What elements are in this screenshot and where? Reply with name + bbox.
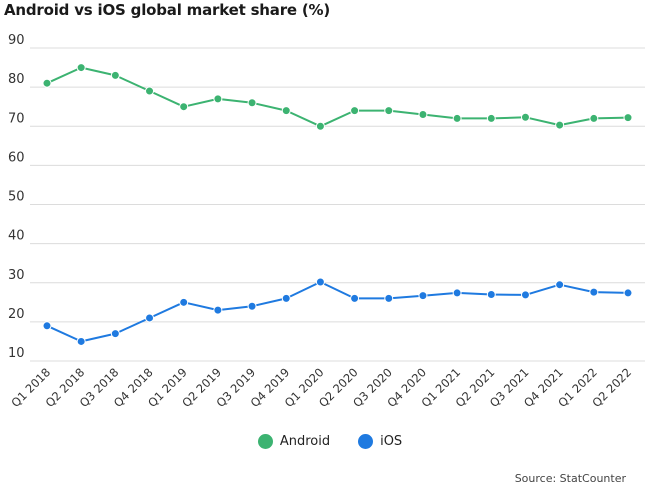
data-point-android[interactable]	[76, 63, 86, 73]
series-line-ios	[46, 281, 629, 343]
legend-label-android: Android	[279, 434, 331, 449]
data-point-android[interactable]	[623, 113, 633, 123]
data-point-android[interactable]	[281, 106, 291, 116]
data-point-ios[interactable]	[76, 336, 86, 346]
data-point-android[interactable]	[145, 86, 155, 96]
legend-label-ios: iOS	[380, 434, 403, 449]
y-axis-ticks: 10 20 30 40 50 60 70 80 90	[8, 33, 25, 361]
y-tick-label: 10	[8, 346, 25, 361]
data-point-ios[interactable]	[486, 289, 496, 299]
y-tick-label: 30	[8, 268, 25, 283]
data-point-ios[interactable]	[589, 287, 599, 297]
data-point-ios[interactable]	[350, 293, 360, 303]
data-point-ios[interactable]	[213, 305, 223, 315]
data-point-android[interactable]	[42, 78, 52, 88]
data-point-ios[interactable]	[384, 293, 394, 303]
legend-swatch-ios	[358, 434, 374, 449]
data-point-android[interactable]	[110, 70, 120, 80]
data-point-android[interactable]	[520, 112, 530, 122]
legend-item-ios[interactable]: iOS	[358, 434, 402, 449]
data-point-android[interactable]	[350, 106, 360, 116]
series-ios	[42, 277, 633, 346]
data-point-android[interactable]	[179, 102, 189, 112]
data-point-android[interactable]	[486, 113, 496, 123]
data-point-android[interactable]	[589, 113, 599, 123]
y-tick-label: 60	[8, 150, 25, 165]
series-line-android	[46, 66, 629, 128]
legend: Android iOS	[0, 434, 660, 449]
series-android	[42, 63, 633, 131]
data-point-android[interactable]	[315, 121, 325, 131]
data-point-ios[interactable]	[520, 290, 530, 300]
data-point-ios[interactable]	[42, 321, 52, 331]
data-point-android[interactable]	[247, 98, 257, 108]
legend-swatch-android	[257, 434, 273, 449]
data-point-ios[interactable]	[623, 288, 633, 298]
y-tick-label: 20	[8, 307, 25, 322]
data-point-ios[interactable]	[452, 288, 462, 298]
y-tick-label: 40	[8, 229, 25, 244]
y-tick-label: 80	[8, 72, 25, 87]
source-note: Source: StatCounter	[514, 472, 626, 485]
data-point-ios[interactable]	[418, 291, 428, 301]
y-tick-label: 70	[8, 111, 25, 126]
data-point-ios[interactable]	[110, 329, 120, 339]
series-group	[42, 63, 633, 346]
chart-title: Android vs iOS global market share (%)	[4, 1, 331, 19]
y-tick-label: 90	[8, 33, 25, 48]
data-point-ios[interactable]	[315, 277, 325, 287]
data-point-ios[interactable]	[281, 293, 291, 303]
y-tick-label: 50	[8, 190, 25, 205]
data-point-android[interactable]	[452, 113, 462, 123]
grid-lines	[30, 47, 645, 362]
data-point-ios[interactable]	[179, 297, 189, 307]
data-point-android[interactable]	[213, 94, 223, 104]
data-point-android[interactable]	[418, 110, 428, 120]
data-point-ios[interactable]	[145, 313, 155, 323]
data-point-ios[interactable]	[247, 301, 257, 311]
data-point-android[interactable]	[384, 106, 394, 116]
data-point-android[interactable]	[555, 120, 565, 130]
legend-item-android[interactable]: Android	[257, 434, 331, 449]
data-point-ios[interactable]	[555, 280, 565, 290]
